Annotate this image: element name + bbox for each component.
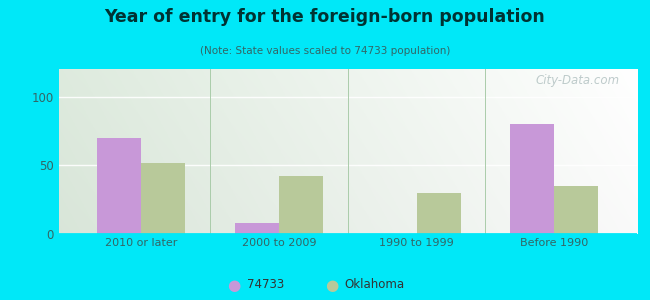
Bar <box>510 124 554 234</box>
Bar <box>235 223 279 234</box>
Text: Year of entry for the foreign-born population: Year of entry for the foreign-born popul… <box>105 8 545 26</box>
Text: 74733: 74733 <box>247 278 284 292</box>
Text: ●: ● <box>227 278 240 292</box>
Bar <box>279 176 323 234</box>
Text: ●: ● <box>325 278 338 292</box>
Bar <box>554 186 599 234</box>
Bar <box>97 138 141 234</box>
Text: (Note: State values scaled to 74733 population): (Note: State values scaled to 74733 popu… <box>200 46 450 56</box>
Text: City-Data.com: City-Data.com <box>536 74 619 87</box>
Bar <box>141 163 185 234</box>
Text: Oklahoma: Oklahoma <box>344 278 404 292</box>
Bar <box>417 193 461 234</box>
